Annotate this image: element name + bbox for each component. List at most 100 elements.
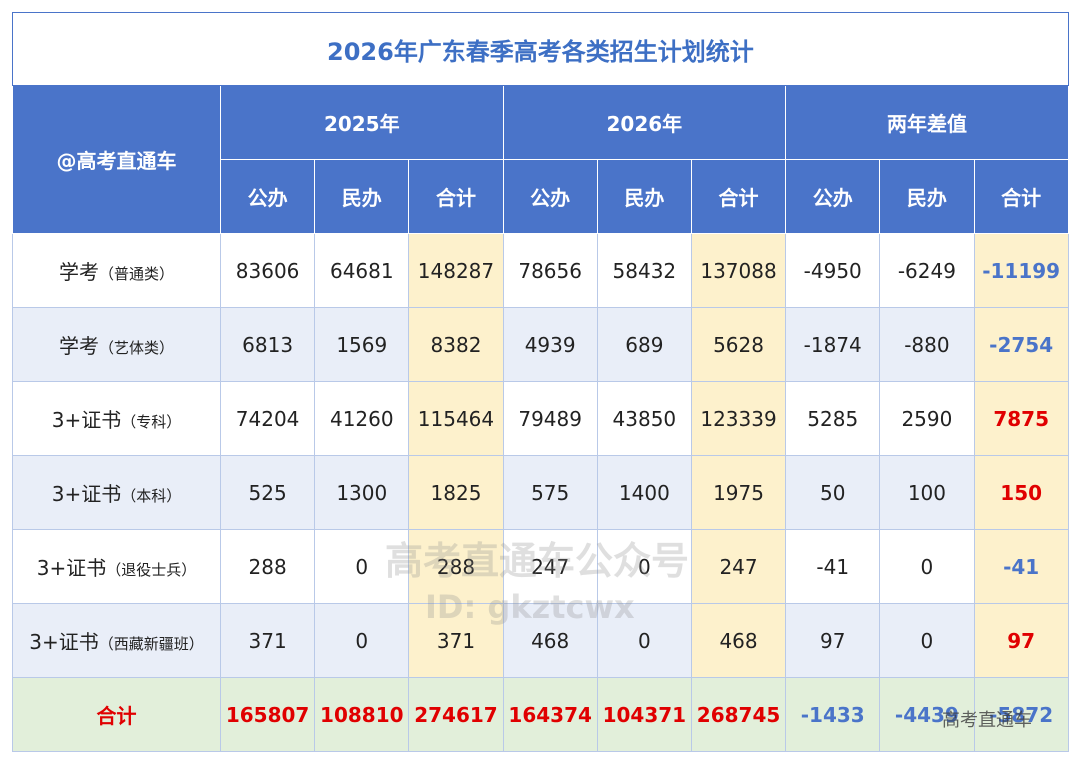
row-label-note: （本科） xyxy=(121,487,182,505)
value-cell: 137088 xyxy=(690,233,787,308)
value-cell: 83606 xyxy=(219,233,316,308)
value-cell: 247 xyxy=(502,529,598,604)
row-label-main: 学考 xyxy=(58,260,99,284)
plan-table: 2026年广东春季高考各类招生计划统计 @高考直通车 2025年 2026年 两年差值公… xyxy=(12,12,1069,752)
row-label-main: 3+证书 xyxy=(36,556,107,580)
row-label-main: 学考 xyxy=(58,334,99,358)
row-label: 学考（艺体类） xyxy=(12,307,221,382)
value-cell: 371 xyxy=(219,603,316,678)
row-label-note: （退役士兵） xyxy=(106,561,197,579)
total-cell: 274617 xyxy=(408,677,504,752)
value-cell: 43850 xyxy=(596,381,692,456)
row-label-note: （普通类） xyxy=(98,265,174,283)
value-cell: -11199 xyxy=(973,233,1069,308)
value-cell: 79489 xyxy=(502,381,598,456)
value-cell: 288 xyxy=(408,529,504,604)
total-cell: 164374 xyxy=(502,677,598,752)
value-cell: 1400 xyxy=(596,455,692,530)
sub-header: 合计 xyxy=(690,159,787,234)
corner-cell: @高考直通车 xyxy=(12,85,221,234)
value-cell: 97 xyxy=(785,603,881,678)
sub-header: 公办 xyxy=(502,159,598,234)
value-cell: 689 xyxy=(596,307,692,382)
sub-header: 公办 xyxy=(219,159,316,234)
value-cell: 0 xyxy=(314,529,410,604)
value-cell: 5285 xyxy=(785,381,881,456)
value-cell: 1569 xyxy=(314,307,410,382)
data-row: 学考（艺体类） 6813 1569 8382 4939 689 5628 -1874 -880-… xyxy=(12,307,1069,382)
value-cell: 1300 xyxy=(314,455,410,530)
value-cell: 468 xyxy=(690,603,787,678)
value-cell: 4939 xyxy=(502,307,598,382)
data-row: 学考（普通类） 83606 64681 148287 78656 58432 137088-… xyxy=(12,233,1069,308)
title-row: 2026年广东春季高考各类招生计划统计 xyxy=(12,12,1069,86)
data-row: 3+证书（本科） 525 1300 1825 575 1400 1975 50 100 150 xyxy=(12,455,1069,530)
row-label-note: （专科） xyxy=(121,413,182,431)
value-cell: 0 xyxy=(879,603,975,678)
value-cell: -6249 xyxy=(879,233,975,308)
value-cell: 0 xyxy=(314,603,410,678)
value-cell: 0 xyxy=(596,603,692,678)
row-label: 3+证书（本科） xyxy=(12,455,221,530)
value-cell: 78656 xyxy=(502,233,598,308)
header-row: @高考直通车 2025年 2026年 两年差值 xyxy=(12,85,1069,234)
table-frame: 2026年广东春季高考各类招生计划统计 @高考直通车 2025年 2026年 两年差值公… xyxy=(12,12,1069,752)
data-row: 3+证书（退役士兵） 288 0 288 247 0 247 -41 0 -41 xyxy=(12,529,1069,604)
value-cell: 288 xyxy=(219,529,316,604)
value-cell: 371 xyxy=(408,603,504,678)
total-cell: -1433 xyxy=(785,677,881,752)
value-cell: 97 xyxy=(973,603,1069,678)
value-cell: -2754 xyxy=(973,307,1069,382)
group-header: 2026年 xyxy=(502,85,787,160)
data-row: 3+证书（专科） 74204 41260 115464 79489 43850 123339… xyxy=(12,381,1069,456)
sub-header: 民办 xyxy=(314,159,410,234)
sub-header: 民办 xyxy=(596,159,692,234)
total-cell: 268745 xyxy=(690,677,787,752)
total-cell: -4439 xyxy=(879,677,975,752)
total-cell: 104371 xyxy=(596,677,692,752)
sub-header: 合计 xyxy=(408,159,504,234)
table-title: 2026年广东春季高考各类招生计划统计 xyxy=(12,12,1069,86)
sub-header: 合计 xyxy=(973,159,1069,234)
row-label-note: （艺体类） xyxy=(98,339,174,357)
value-cell: 64681 xyxy=(314,233,410,308)
value-cell: 41260 xyxy=(314,381,410,456)
value-cell: 575 xyxy=(502,455,598,530)
value-cell: 5628 xyxy=(690,307,787,382)
row-label-main: 3+证书 xyxy=(51,482,122,506)
group-header: 2025年 xyxy=(220,85,504,160)
row-label-main: 3+证书 xyxy=(29,630,99,654)
value-cell: 2590 xyxy=(879,381,975,456)
data-row: 3+证书（西藏新疆班） 371 0 371 468 0 468 97 0 97 xyxy=(12,603,1069,678)
sub-header: 民办 xyxy=(879,159,975,234)
value-cell: 0 xyxy=(879,529,975,604)
row-label: 学考（普通类） xyxy=(12,233,221,308)
total-row: 合计 165807 108810 274617 164374 104371 268745 -1… xyxy=(12,677,1069,752)
row-label-note: （西藏新疆班） xyxy=(98,635,204,653)
total-cell: -5872 xyxy=(973,677,1069,752)
value-cell: 74204 xyxy=(219,381,316,456)
total-cell: 108810 xyxy=(314,677,410,752)
value-cell: 1825 xyxy=(408,455,504,530)
value-cell: 115464 xyxy=(408,381,504,456)
value-cell: 148287 xyxy=(408,233,504,308)
value-cell: 50 xyxy=(785,455,881,530)
sub-header: 公办 xyxy=(785,159,881,234)
value-cell: 247 xyxy=(690,529,787,604)
row-label: 3+证书（西藏新疆班） xyxy=(12,603,221,678)
row-label: 3+证书（专科） xyxy=(12,381,221,456)
value-cell: 100 xyxy=(879,455,975,530)
total-label: 合计 xyxy=(12,677,221,752)
value-cell: 7875 xyxy=(973,381,1069,456)
value-cell: -1874 xyxy=(785,307,881,382)
value-cell: 6813 xyxy=(219,307,316,382)
value-cell: -41 xyxy=(785,529,881,604)
value-cell: 525 xyxy=(219,455,316,530)
group-header: 两年差值 xyxy=(785,85,1069,160)
value-cell: 150 xyxy=(973,455,1069,530)
value-cell: 58432 xyxy=(596,233,692,308)
value-cell: 468 xyxy=(502,603,598,678)
row-label-main: 3+证书 xyxy=(51,408,122,432)
value-cell: 1975 xyxy=(690,455,787,530)
